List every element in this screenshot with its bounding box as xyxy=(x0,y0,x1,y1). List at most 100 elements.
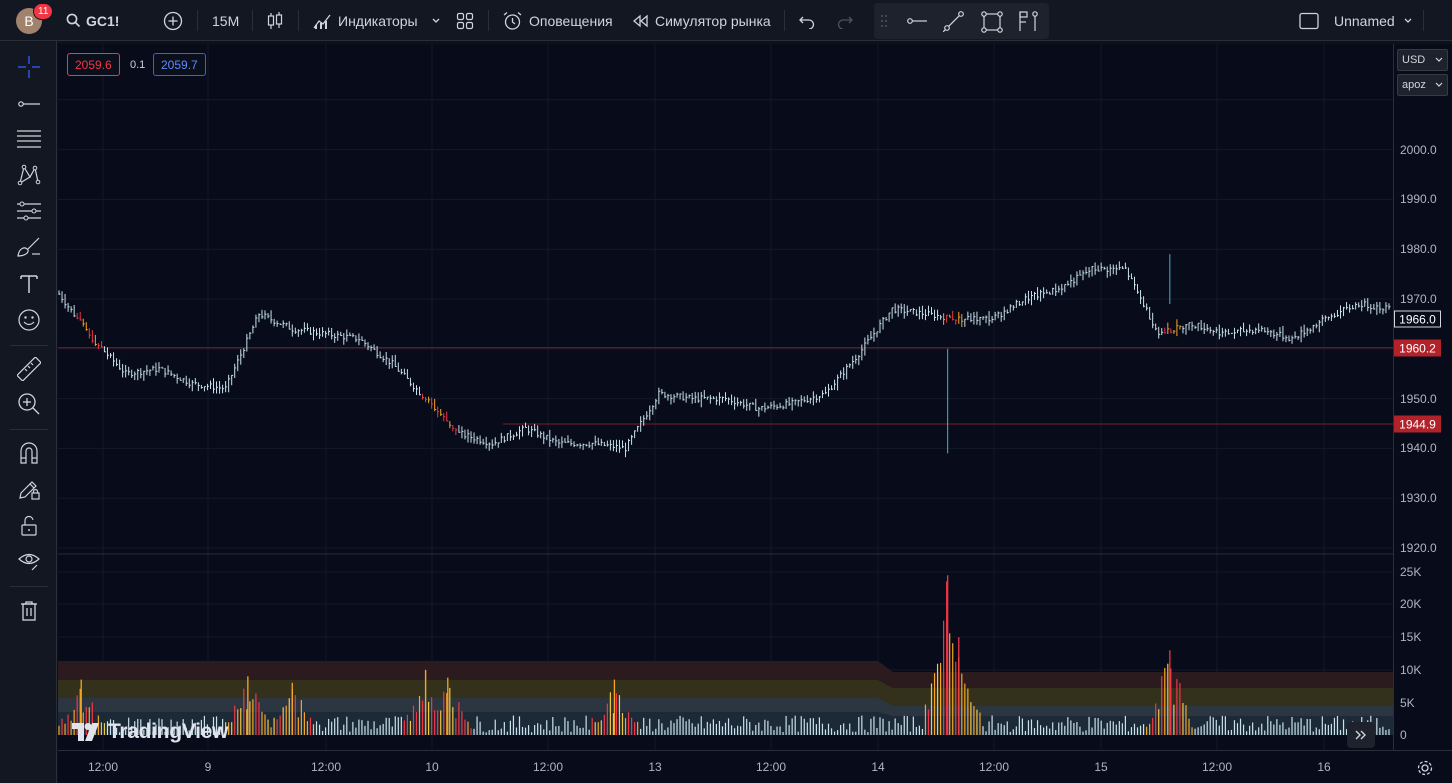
price-tick-label: 1990.0 xyxy=(1400,192,1437,207)
volume-tick-label: 15K xyxy=(1400,630,1422,644)
chart-type-button[interactable] xyxy=(266,0,284,41)
crosshair-tool[interactable] xyxy=(14,52,44,82)
crosshair-icon xyxy=(18,56,40,78)
brush-tool[interactable] xyxy=(14,232,44,262)
alarm-clock-icon xyxy=(503,11,522,30)
replay-button[interactable]: Симулятор рынка xyxy=(632,0,771,41)
time-tick-label: 12:00 xyxy=(755,760,787,774)
pencil-lock-icon xyxy=(19,481,40,500)
indicators-icon xyxy=(313,14,331,29)
price-level-label: 1960.2 xyxy=(1394,339,1441,357)
time-tick-label: 9 xyxy=(204,760,212,774)
trash-icon xyxy=(21,601,37,621)
indicators-label: Индикаторы xyxy=(338,12,418,29)
toolbar-divider xyxy=(197,10,198,31)
text-tool[interactable] xyxy=(14,269,44,299)
layout-menu-button[interactable]: Unnamed xyxy=(1298,0,1413,41)
symbol-search-button[interactable]: GC1! xyxy=(66,0,119,41)
line-tool[interactable] xyxy=(14,89,44,119)
volume-tick-label: 20K xyxy=(1400,597,1422,611)
volume-tick-label: 0 xyxy=(1400,728,1407,742)
toolbar-divider xyxy=(488,10,489,31)
parallel-channel-tool[interactable] xyxy=(14,124,44,154)
spread-value: 0.1 xyxy=(130,58,146,71)
buy-price-box[interactable]: 2059.7 xyxy=(153,53,206,76)
candles-icon xyxy=(267,11,283,29)
indicators-button[interactable]: Индикаторы xyxy=(313,0,418,41)
alerts-label: Оповещения xyxy=(529,12,613,29)
price-level-label: 1944.9 xyxy=(1394,415,1441,433)
magnet-mode-button[interactable] xyxy=(14,438,44,468)
alerts-button[interactable]: Оповещения xyxy=(502,0,613,41)
toolbar-divider xyxy=(1423,10,1424,31)
unit-select[interactable]: apoz xyxy=(1397,74,1448,96)
undo-icon xyxy=(799,16,815,29)
fib-lines-icon xyxy=(17,201,41,221)
trend-line-icon[interactable] xyxy=(943,10,965,32)
time-scale[interactable]: 12:00 9 12:00 10 12:00 13 12:00 14 12:00 15 12:00 1… xyxy=(58,750,1452,783)
layout-templates-button[interactable] xyxy=(456,0,474,41)
layout-square-icon xyxy=(1299,12,1319,29)
price-tick-label: 1920.0 xyxy=(1400,541,1437,555)
chart-pane[interactable] xyxy=(58,44,1393,750)
ruler-icon xyxy=(17,357,41,381)
chevron-down-icon xyxy=(1404,18,1412,23)
drag-handle-icon[interactable] xyxy=(880,14,888,28)
hide-drawings-button[interactable] xyxy=(14,546,44,576)
remove-drawings-button[interactable] xyxy=(14,596,44,626)
lock-drawings-button[interactable] xyxy=(14,511,44,541)
left-drawing-toolbar xyxy=(0,41,57,783)
volume-tick-label: 5K xyxy=(1400,696,1415,710)
time-tick-label: 10 xyxy=(425,760,439,774)
currency-select[interactable]: USD xyxy=(1397,49,1448,71)
magnet-icon xyxy=(20,442,38,464)
chevron-down-icon xyxy=(1435,82,1443,87)
plus-circle-icon xyxy=(163,11,183,30)
chevron-down-icon xyxy=(432,18,440,23)
channel-lines-icon xyxy=(17,130,41,148)
volume-tick-label: 25K xyxy=(1400,565,1422,579)
interval-button[interactable]: 15M xyxy=(212,0,239,41)
brush-icon xyxy=(17,237,40,257)
measure-tool[interactable] xyxy=(14,354,44,384)
time-tick-label: 12:00 xyxy=(1201,760,1233,774)
toolbar-divider xyxy=(252,10,253,31)
price-chart[interactable] xyxy=(58,44,1393,750)
replay-label: Симулятор рынка xyxy=(655,12,771,29)
layout-name: Unnamed xyxy=(1334,12,1395,29)
compare-symbol-button[interactable] xyxy=(163,0,183,41)
price-tick-label: 1950.0 xyxy=(1400,391,1437,406)
currency-value: USD xyxy=(1402,54,1426,66)
stay-in-drawing-mode-button[interactable] xyxy=(14,474,44,504)
price-tick-label: 1930.0 xyxy=(1400,491,1437,506)
time-tick-label: 12:00 xyxy=(87,760,119,774)
time-tick-label: 14 xyxy=(871,760,885,774)
price-tick-label: 1940.0 xyxy=(1400,441,1437,456)
zoom-tool[interactable] xyxy=(14,389,44,419)
scroll-to-realtime-button[interactable] xyxy=(1347,722,1375,748)
smiley-icon xyxy=(18,309,40,331)
undo-button[interactable] xyxy=(798,0,816,41)
toolbar-divider xyxy=(10,429,48,430)
settings-gear-icon[interactable] xyxy=(1416,759,1434,777)
redo-button[interactable] xyxy=(836,0,854,41)
time-tick-label: 12:00 xyxy=(310,760,342,774)
chevron-down-icon xyxy=(1435,57,1443,62)
rewind-icon xyxy=(632,14,648,27)
long-position-icon[interactable] xyxy=(1017,9,1043,33)
price-scale[interactable]: 2000.0 1990.0 1980.0 1970.0 1950.0 1940.0 1930… xyxy=(1393,44,1452,750)
sell-price-box[interactable]: 2059.6 xyxy=(67,53,120,76)
drawing-favorites-panel xyxy=(874,3,1049,39)
tradingview-logo[interactable]: TradingView xyxy=(72,719,228,745)
horizontal-ray-icon[interactable] xyxy=(906,12,928,30)
pattern-tool[interactable] xyxy=(14,160,44,190)
toolbar-divider xyxy=(784,10,785,31)
indicators-dropdown[interactable] xyxy=(431,0,441,41)
symbol-name: GC1! xyxy=(86,12,120,29)
time-tick-label: 13 xyxy=(648,760,662,774)
rectangle-icon[interactable] xyxy=(980,10,1004,34)
prediction-tool[interactable] xyxy=(14,196,44,226)
time-tick-label: 12:00 xyxy=(978,760,1010,774)
unit-value: apoz xyxy=(1402,79,1426,91)
emoji-tool[interactable] xyxy=(14,305,44,335)
